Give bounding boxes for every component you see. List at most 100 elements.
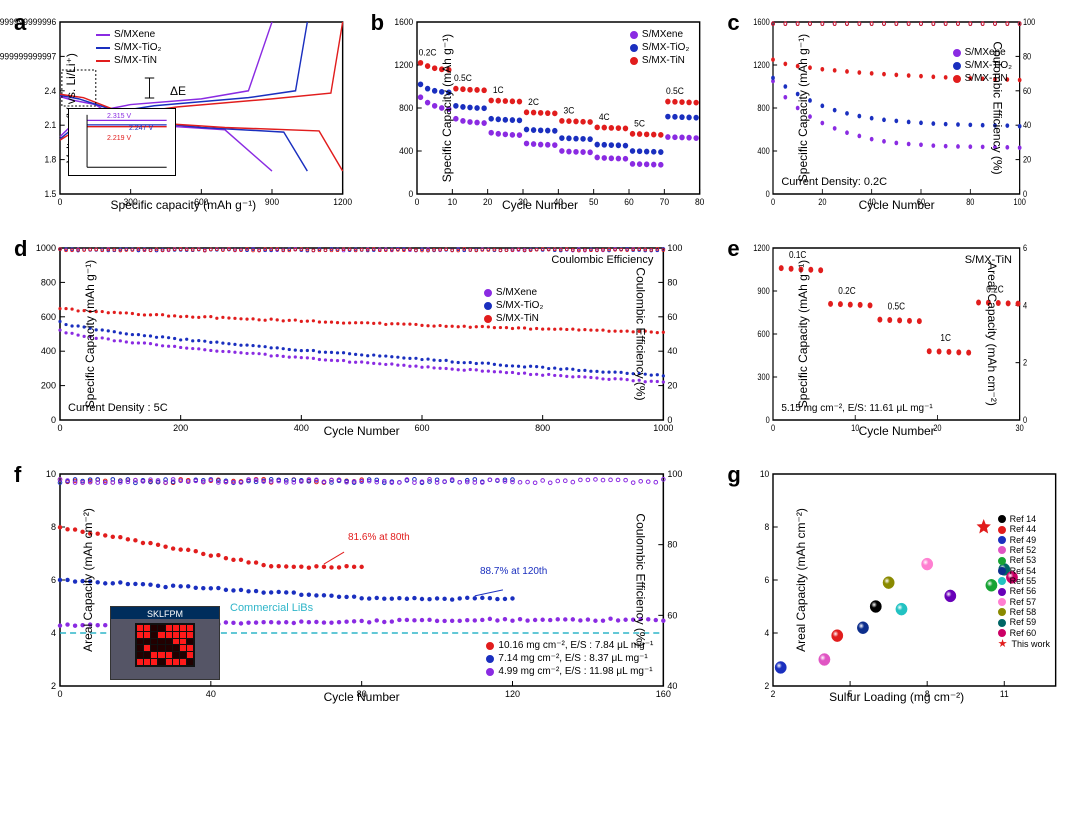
svg-text:1200: 1200 — [394, 60, 413, 70]
svg-text:2.1: 2.1 — [44, 120, 56, 130]
xlabel-d: Cycle Number — [12, 424, 711, 438]
xlabel-g: Sulfur Loading (mg cm⁻²) — [725, 690, 1068, 704]
svg-text:60: 60 — [917, 197, 926, 207]
panel-b: b Specific Capacity (mAh g⁻¹) 0102030405… — [365, 8, 716, 228]
legend-c: S/MXene S/MX-TiO₂ S/MX-TiN — [953, 46, 1012, 85]
svg-text:10: 10 — [447, 197, 457, 207]
svg-text:0: 0 — [771, 197, 775, 207]
legend-a-tio2: S/MX-TiO₂ — [114, 41, 161, 54]
deltaE-label: ΔE — [170, 84, 186, 98]
svg-text:2: 2 — [1023, 358, 1027, 368]
svg-text:0.2C: 0.2C — [418, 47, 436, 57]
ylabel-c: Specific Capacity (mAh g⁻¹) — [797, 34, 811, 182]
plot-d: 0200400600800100002004006008001000020406… — [60, 248, 663, 420]
panel-label-a: a — [14, 10, 26, 36]
svg-text:20: 20 — [1023, 155, 1032, 165]
svg-text:100: 100 — [667, 469, 682, 479]
panel-d: d Specific Capacity (mAh g⁻¹) Coulombic … — [8, 234, 715, 454]
svg-text:40: 40 — [667, 346, 677, 356]
svg-text:0: 0 — [51, 415, 56, 425]
svg-text:400: 400 — [399, 146, 413, 156]
svg-text:0: 0 — [1023, 189, 1027, 199]
svg-text:300: 300 — [124, 197, 138, 207]
svg-text:100: 100 — [1023, 17, 1036, 27]
svg-text:6: 6 — [51, 575, 56, 585]
svg-text:8: 8 — [925, 689, 930, 699]
svg-text:0: 0 — [414, 197, 419, 207]
svg-text:6: 6 — [1023, 243, 1027, 253]
svg-text:0: 0 — [408, 189, 413, 199]
svg-text:600: 600 — [758, 329, 771, 339]
legend-b-tin: S/MX-TiN — [642, 54, 685, 67]
legend-f: 10.16 mg cm⁻², E/S : 7.84 μL mg⁻¹ 7.14 m… — [486, 639, 653, 678]
svg-text:0.1C: 0.1C — [789, 249, 807, 260]
y2label-d: Coulombic Efficiency (%) — [634, 267, 648, 400]
panel-e: e Specific Capacity (mAh g⁻¹) Areal Capa… — [721, 234, 1072, 454]
svg-text:20: 20 — [483, 197, 493, 207]
svg-text:900: 900 — [758, 286, 771, 296]
panel-label-f: f — [14, 462, 21, 488]
ylabel-b: Specific Capacity (mAh g⁻¹) — [440, 34, 454, 182]
svg-text:10: 10 — [851, 423, 860, 433]
svg-text:11: 11 — [1000, 689, 1009, 699]
legend-d-tin: S/MX-TiN — [496, 312, 539, 325]
legend-d-tio2: S/MX-TiO₂ — [496, 299, 543, 312]
legend-g: Ref 14Ref 44Ref 49Ref 52Ref 53Ref 54Ref … — [998, 514, 1050, 651]
svg-text:0.2C: 0.2C — [839, 285, 857, 296]
inset-photo-f: SKLFPM — [110, 606, 220, 680]
svg-text:60: 60 — [624, 197, 634, 207]
svg-text:20: 20 — [819, 197, 828, 207]
svg-text:0: 0 — [766, 189, 770, 199]
svg-text:30: 30 — [518, 197, 528, 207]
legend-c-tin: S/MX-TiN — [965, 72, 1008, 85]
svg-text:100: 100 — [667, 243, 682, 253]
svg-text:0: 0 — [58, 197, 63, 207]
svg-text:800: 800 — [535, 423, 550, 433]
svg-text:0: 0 — [1023, 415, 1027, 425]
svg-text:800: 800 — [758, 103, 771, 113]
svg-text:40: 40 — [868, 197, 877, 207]
y2label-f: Coulombic Efficiency (%) — [634, 513, 648, 646]
svg-text:300: 300 — [758, 372, 771, 382]
svg-text:400: 400 — [294, 423, 309, 433]
inset-a: 2.315 V 2.247 V 2.219 V — [68, 108, 176, 176]
svg-text:1200: 1200 — [754, 60, 771, 70]
svg-text:8: 8 — [51, 522, 56, 532]
svg-text:40: 40 — [553, 197, 563, 207]
svg-text:80: 80 — [967, 197, 976, 207]
inset-v3: 2.219 V — [107, 135, 131, 142]
svg-text:400: 400 — [758, 146, 771, 156]
legend-a-mxene: S/MXene — [114, 28, 155, 41]
svg-text:4: 4 — [1023, 301, 1027, 311]
svg-text:800: 800 — [399, 103, 413, 113]
svg-text:2: 2 — [51, 681, 56, 691]
svg-text:10: 10 — [46, 469, 56, 479]
svg-text:1.8: 1.8 — [44, 154, 56, 164]
ylabel-e: Specific Capacity (mAh g⁻¹) — [797, 260, 811, 408]
svg-text:1C: 1C — [493, 85, 504, 95]
commercial-label: Commercial LiBs — [230, 602, 313, 614]
ret-red: 81.6% at 80th — [348, 532, 410, 543]
legend-b: S/MXene S/MX-TiO₂ S/MX-TiN — [630, 28, 689, 67]
svg-text:200: 200 — [41, 381, 56, 391]
xlabel-a: Specific capacity (mAh g⁻¹) — [12, 198, 355, 212]
y2label-e: Areal Capacity (mAh cm⁻²) — [985, 262, 999, 406]
svg-text:2.9999999999999996: 2.9999999999999996 — [0, 17, 56, 27]
panel-f: f Areal Capacity (mAh cm⁻²) Coulombic Ef… — [8, 460, 715, 720]
svg-text:6: 6 — [765, 575, 770, 585]
svg-text:8: 8 — [765, 522, 770, 532]
svg-text:40: 40 — [206, 689, 216, 699]
mat-e: S/MX-TiN — [965, 254, 1012, 266]
eff-label-d: Coulombic Efficiency — [551, 254, 653, 266]
svg-text:2.6999999999999997: 2.6999999999999997 — [0, 51, 56, 61]
panel-a: a Voltage (V vs. Li/Li⁺) 030060090012001… — [8, 8, 359, 228]
svg-text:80: 80 — [695, 197, 705, 207]
svg-text:20: 20 — [934, 423, 943, 433]
svg-text:2: 2 — [771, 689, 776, 699]
svg-text:1C: 1C — [941, 332, 952, 343]
svg-text:1600: 1600 — [394, 17, 413, 27]
legend-d: S/MXene S/MX-TiO₂ S/MX-TiN — [484, 286, 543, 325]
svg-text:0.5C: 0.5C — [666, 86, 684, 96]
svg-text:600: 600 — [414, 423, 429, 433]
panel-label-e: e — [727, 236, 739, 262]
